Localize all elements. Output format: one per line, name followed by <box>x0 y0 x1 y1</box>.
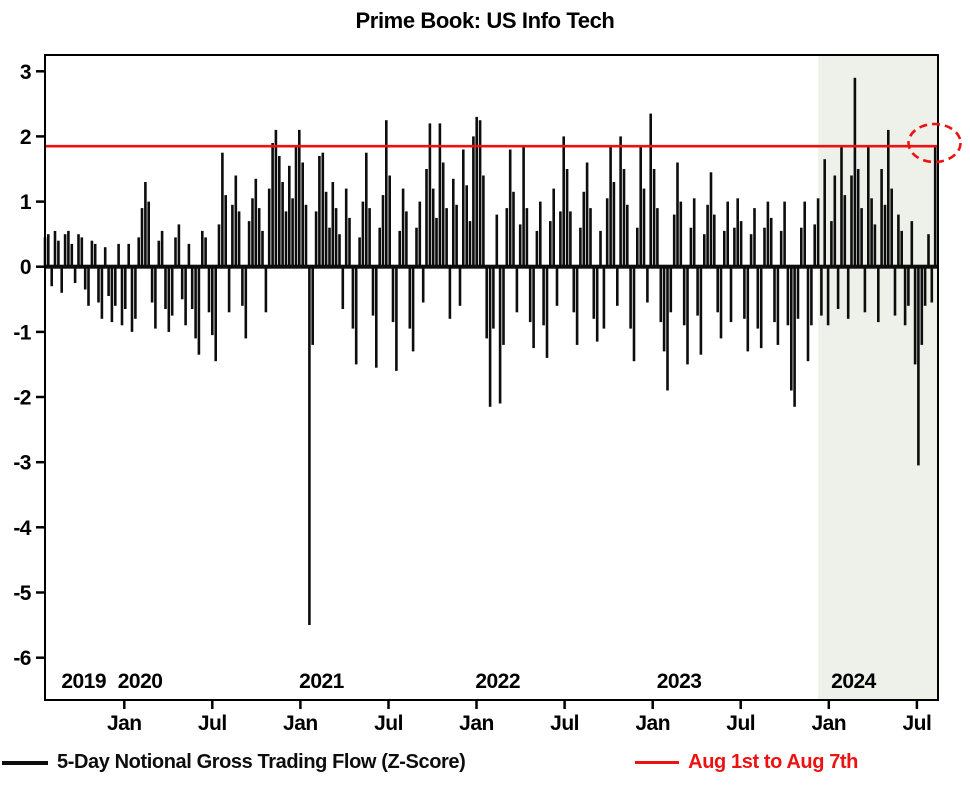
svg-text:3: 3 <box>20 61 31 84</box>
svg-text:2024: 2024 <box>831 670 877 693</box>
svg-text:Jul: Jul <box>902 712 931 735</box>
svg-text:0: 0 <box>20 256 31 279</box>
svg-text:2020: 2020 <box>118 670 163 693</box>
svg-text:1: 1 <box>20 191 32 214</box>
legend: 5-Day Notional Gross Trading Flow (Z-Sco… <box>2 751 858 774</box>
svg-text:-6: -6 <box>13 647 31 670</box>
bars-series <box>43 77 937 625</box>
svg-text:Jul: Jul <box>550 712 579 735</box>
svg-text:Jul: Jul <box>726 712 755 735</box>
zero-line <box>45 264 938 269</box>
highlight-region <box>818 55 938 700</box>
svg-text:2022: 2022 <box>475 670 520 693</box>
y-axis: 3 2 1 0 -1 -2 -3 -4 -5 -6 <box>13 61 45 670</box>
red-line-swatch <box>635 761 680 764</box>
svg-text:Jul: Jul <box>374 712 403 735</box>
legend-label-reference: Aug 1st to Aug 7th <box>688 751 858 773</box>
svg-text:2019: 2019 <box>61 670 106 693</box>
svg-text:Jan: Jan <box>283 712 318 735</box>
legend-item-reference: Aug 1st to Aug 7th <box>635 751 858 774</box>
highlight-ellipse <box>907 122 962 164</box>
svg-text:-4: -4 <box>13 517 31 540</box>
svg-text:Jan: Jan <box>635 712 670 735</box>
legend-label-flow: 5-Day Notional Gross Trading Flow (Z-Sco… <box>57 751 466 773</box>
chart-title: Prime Book: US Info Tech <box>355 8 615 33</box>
svg-text:-5: -5 <box>13 582 31 605</box>
svg-text:2023: 2023 <box>657 670 702 693</box>
svg-text:Jul: Jul <box>198 712 227 735</box>
svg-text:Jan: Jan <box>811 712 846 735</box>
year-labels: 2019 2020 2021 2022 2023 2024 <box>61 670 877 693</box>
svg-text:-2: -2 <box>13 387 31 410</box>
svg-text:-3: -3 <box>13 452 31 475</box>
svg-text:2: 2 <box>20 126 31 149</box>
svg-text:Jan: Jan <box>459 712 494 735</box>
svg-text:2021: 2021 <box>299 670 345 693</box>
svg-text:Jan: Jan <box>107 712 142 735</box>
legend-item-flow: 5-Day Notional Gross Trading Flow (Z-Sco… <box>2 751 466 774</box>
black-line-swatch <box>2 760 48 765</box>
prime-book-chart: 3 2 1 0 -1 -2 -3 -4 -5 -6 Jan Jul Jan Jul Jan Jul Jan Jul… <box>13 54 962 735</box>
plot-border <box>44 54 939 701</box>
x-axis: Jan Jul Jan Jul Jan Jul Jan Jul Jan Jul <box>107 700 932 735</box>
svg-text:-1: -1 <box>13 321 31 344</box>
